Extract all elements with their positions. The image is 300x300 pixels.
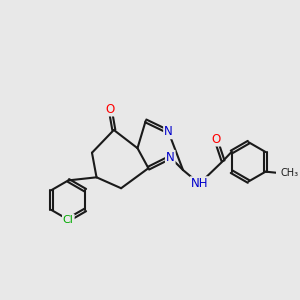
Text: CH₃: CH₃ — [280, 168, 299, 178]
Text: N: N — [164, 125, 173, 138]
Text: Cl: Cl — [63, 215, 74, 225]
Text: O: O — [211, 133, 220, 146]
Text: O: O — [106, 103, 115, 116]
Text: N: N — [166, 151, 175, 164]
Text: NH: NH — [190, 177, 208, 190]
